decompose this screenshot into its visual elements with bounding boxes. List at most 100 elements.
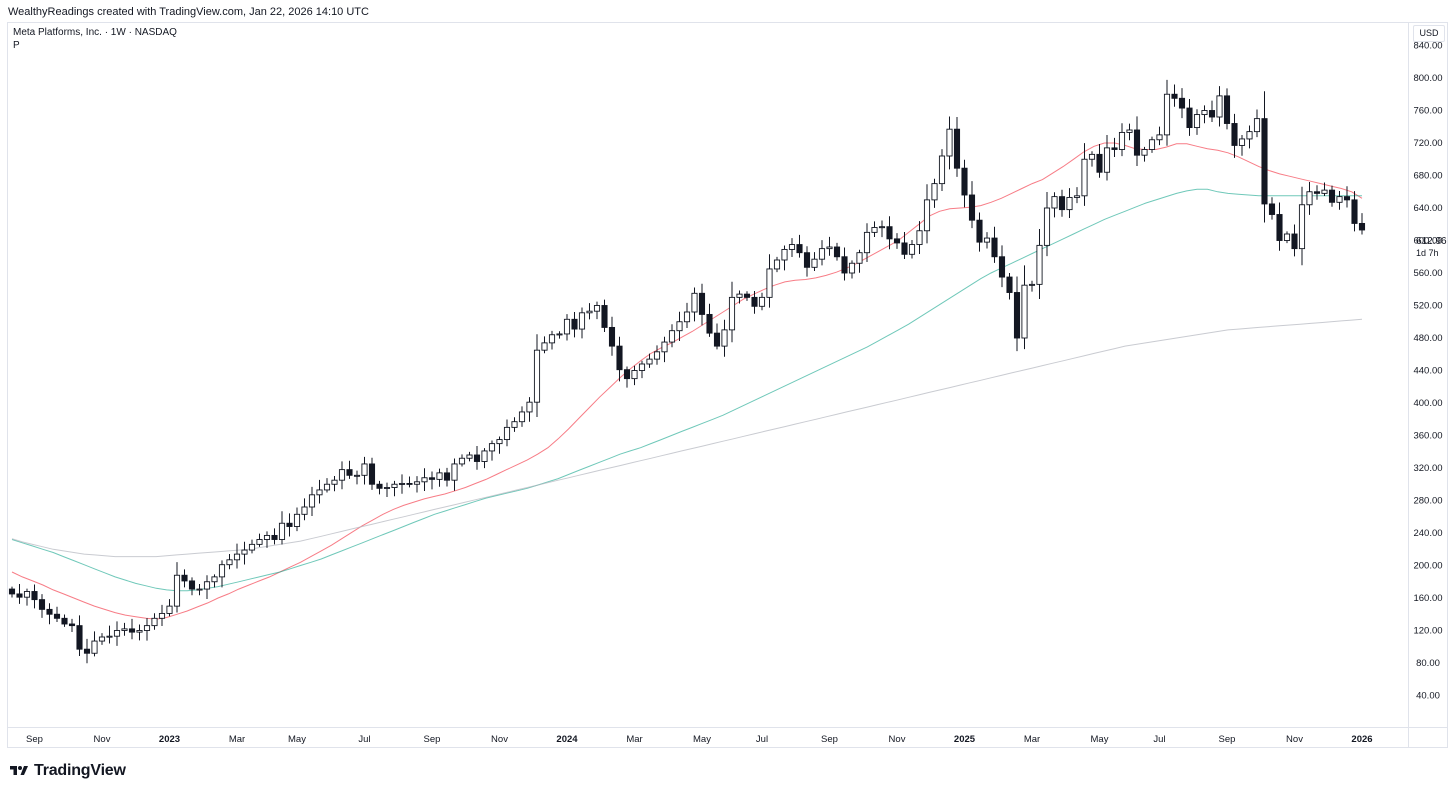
candle-body	[1253, 118, 1261, 133]
x-tick-label: Jul	[756, 734, 768, 745]
candle-body	[646, 358, 653, 365]
candle-body	[391, 483, 398, 488]
candle-body	[196, 588, 203, 591]
candle-body	[1148, 139, 1156, 150]
candle-body	[188, 580, 196, 590]
candle-body	[931, 183, 938, 201]
candle-body	[863, 231, 871, 254]
candle-body	[661, 341, 668, 353]
y-tick-label: 840.00	[1413, 41, 1442, 52]
candle-body	[826, 246, 833, 250]
candle-body	[316, 489, 323, 496]
candle-body	[1088, 153, 1096, 160]
x-tick-label: Sep	[821, 734, 838, 745]
time-axis-divider	[7, 727, 1448, 728]
candle-body	[713, 332, 721, 347]
candle-body	[578, 312, 586, 330]
candle-body	[1006, 276, 1013, 293]
x-tick-label: Jul	[358, 734, 370, 745]
candle-body	[1036, 244, 1043, 285]
candle-body	[331, 479, 338, 485]
x-tick-label: Mar	[1024, 734, 1040, 745]
candle-body	[916, 230, 923, 246]
candle-body	[698, 292, 706, 315]
x-tick-label: Nov	[889, 734, 906, 745]
candle-body	[1051, 196, 1058, 209]
candle-body	[593, 305, 601, 312]
candle-body	[736, 293, 743, 298]
candle-body	[338, 469, 346, 481]
x-tick-label: May	[288, 734, 306, 745]
candle-body	[1073, 195, 1081, 198]
candle-body	[878, 226, 886, 229]
candle-body	[518, 411, 526, 423]
candle-body	[1261, 118, 1268, 205]
x-tick-label: May	[693, 734, 711, 745]
candle-body	[1021, 284, 1028, 339]
candle-body	[1141, 149, 1148, 156]
candle-body	[586, 310, 593, 314]
candle-body	[856, 252, 863, 264]
last-price-label: 612.96	[1416, 236, 1447, 247]
candle-body	[751, 296, 758, 307]
y-tick-label: 800.00	[1413, 73, 1442, 84]
x-tick-label: Nov	[94, 734, 111, 745]
candle-body	[1238, 138, 1246, 146]
y-tick-label: 400.00	[1413, 398, 1442, 409]
candle-body	[466, 454, 473, 459]
candle-body	[556, 333, 563, 336]
candle-body	[631, 370, 638, 380]
x-tick-label: Sep	[424, 734, 441, 745]
candle-body	[1126, 129, 1133, 133]
candle-body	[211, 576, 218, 583]
x-tick-label: 2026	[1351, 734, 1372, 745]
candle-body	[893, 238, 901, 244]
candle-body	[743, 293, 751, 298]
bar-countdown-label: 1d 7h	[1416, 248, 1439, 258]
candle-body	[728, 296, 736, 331]
candle-body	[1351, 199, 1358, 224]
x-tick-label: Nov	[1286, 734, 1303, 745]
candle-body	[833, 246, 841, 258]
candle-body	[158, 612, 166, 619]
candle-body	[286, 522, 293, 527]
candle-body	[511, 421, 518, 428]
y-tick-label: 40.00	[1416, 691, 1440, 702]
candle-body	[76, 625, 83, 650]
x-tick-label: Mar	[626, 734, 642, 745]
candle-body	[1291, 233, 1298, 250]
attribution-header: WealthyReadings created with TradingView…	[8, 6, 369, 18]
candle-body	[901, 242, 908, 255]
y-tick-label: 360.00	[1413, 431, 1442, 442]
candle-body	[1231, 123, 1238, 146]
y-tick-label: 760.00	[1413, 106, 1442, 117]
candle-body	[1343, 196, 1351, 201]
candle-body	[503, 426, 511, 441]
candle-body	[53, 613, 61, 619]
symbol-title[interactable]: Meta Platforms, Inc. · 1W · NASDAQ	[13, 27, 177, 38]
candle-body	[166, 605, 173, 614]
candle-body	[1096, 153, 1103, 173]
moving-average-line	[11, 188, 1362, 592]
currency-button[interactable]: USD	[1413, 25, 1445, 42]
candle-body	[121, 628, 128, 631]
candle-body	[683, 311, 691, 323]
candle-body	[376, 483, 383, 489]
candle-body	[1276, 214, 1283, 241]
candle-body	[1201, 110, 1208, 116]
candle-body	[848, 262, 856, 274]
candle-body	[218, 564, 226, 578]
candle-body	[1163, 93, 1171, 136]
candle-body	[368, 463, 376, 485]
tradingview-logo[interactable]: TradingView	[8, 762, 126, 780]
y-tick-label: 120.00	[1413, 626, 1442, 637]
candle-body	[136, 630, 143, 633]
candle-body	[766, 268, 773, 298]
candle-body	[691, 292, 698, 313]
candle-body	[1058, 196, 1066, 211]
candle-body	[458, 457, 466, 465]
candle-body	[346, 469, 353, 476]
candle-body	[1283, 233, 1291, 241]
candle-body	[1216, 95, 1223, 118]
